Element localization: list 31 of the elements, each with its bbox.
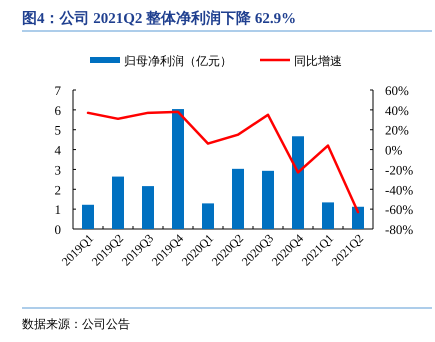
y2-tick-label: 0% [385, 142, 402, 158]
bar [292, 136, 304, 229]
y2-tick-label: 60% [385, 83, 409, 98]
source-note: 数据来源：公司公告 [22, 317, 130, 331]
y-tick-label: 0 [54, 222, 61, 237]
y-tick-label: 2 [54, 182, 61, 198]
legend-label: 同比增速 [294, 54, 342, 68]
bar [262, 170, 274, 229]
bar [172, 109, 184, 229]
bar [142, 186, 154, 229]
y2-tick-label: -20% [385, 162, 414, 178]
y2-tick-label: -80% [385, 222, 414, 237]
bar [232, 168, 244, 229]
y2-tick-label: 20% [385, 122, 409, 138]
bar [202, 203, 214, 229]
y-tick-label: 7 [54, 83, 62, 98]
y-tick-label: 5 [54, 122, 61, 138]
bar [322, 202, 334, 229]
bar [352, 206, 364, 229]
line-series [86, 110, 360, 214]
y-tick-label: 1 [54, 202, 61, 218]
y-tick-label: 6 [54, 102, 62, 118]
y2-tick-label: 40% [385, 102, 409, 118]
y2-tick-label: -40% [385, 182, 414, 198]
chart-title: 图4：公司 2021Q2 整体净利润下降 62.9% [22, 9, 296, 27]
y-tick-label: 4 [54, 142, 62, 158]
y-tick-label: 3 [54, 162, 61, 178]
bar [112, 176, 124, 229]
y2-tick-label: -60% [385, 202, 414, 218]
bar [82, 204, 94, 229]
legend-label: 归母净利润（亿元） [124, 54, 232, 68]
